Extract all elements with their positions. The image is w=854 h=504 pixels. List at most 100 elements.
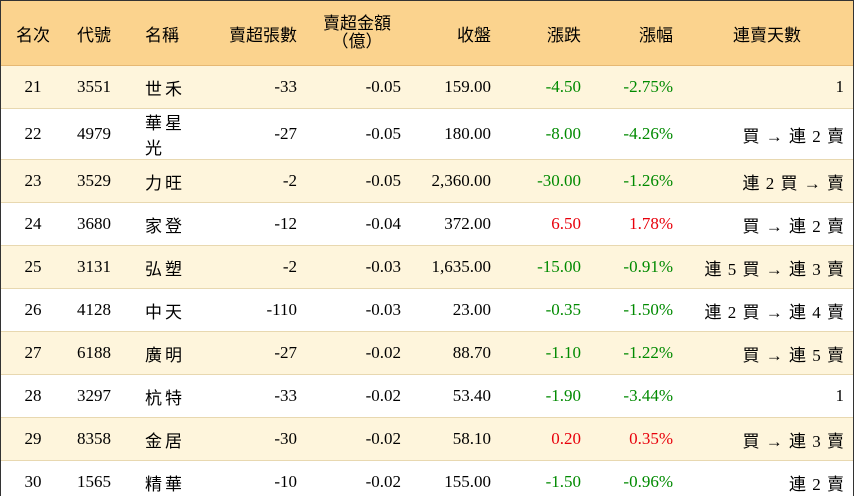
cell-streak: 1 xyxy=(681,65,853,109)
cell-streak: 連 2 賣 xyxy=(681,460,853,504)
cell-code: 3131 xyxy=(65,245,123,289)
cell-net-sell-lots: -30 xyxy=(205,417,305,461)
cell-close: 1,635.00 xyxy=(409,245,499,289)
cell-rank: 30 xyxy=(1,460,65,504)
cell-code: 3551 xyxy=(65,65,123,109)
cell-name: 廣明 xyxy=(123,331,205,375)
cell-net-sell-lots: -2 xyxy=(205,159,305,203)
cell-net-sell-lots: -27 xyxy=(205,108,305,160)
cell-streak: 買 → 連 2 賣 xyxy=(681,108,853,160)
cell-close: 159.00 xyxy=(409,65,499,109)
cell-rank: 29 xyxy=(1,417,65,461)
cell-net-sell-lots: -33 xyxy=(205,65,305,109)
cell-rank: 24 xyxy=(1,202,65,246)
cell-change-pct: -2.75% xyxy=(589,65,681,109)
header-close: 收盤 xyxy=(409,1,499,66)
cell-change-pct: 0.35% xyxy=(589,417,681,461)
table-row: 27 6188 廣明 -27 -0.02 88.70 -1.10 -1.22% 買 → 連 5 … xyxy=(1,331,853,375)
table-row: 25 3131 弘塑 -2 -0.03 1,635.00 -15.00 -0.91% 連 5 買… xyxy=(1,245,853,289)
cell-net-sell-lots: -10 xyxy=(205,460,305,504)
cell-streak: 連 5 買 → 連 3 賣 xyxy=(681,245,853,289)
cell-close: 155.00 xyxy=(409,460,499,504)
cell-code: 8358 xyxy=(65,417,123,461)
header-net-sell-amount-line1: 賣超金額 xyxy=(323,14,391,33)
table-body: 21 3551 世禾 -33 -0.05 159.00 -4.50 -2.75% 1 22 4979… xyxy=(1,65,853,504)
table-header-row: 名次 代號 名稱 賣超張數 賣超金額 （億） 收盤 漲跌 漲幅 連賣天數 xyxy=(1,1,853,66)
cell-change-pct: -3.44% xyxy=(589,374,681,418)
cell-name: 華星光 xyxy=(123,108,205,160)
cell-name: 金居 xyxy=(123,417,205,461)
cell-change-pct: 1.78% xyxy=(589,202,681,246)
header-net-sell-amount: 賣超金額 （億） xyxy=(305,1,409,66)
cell-change: -1.10 xyxy=(499,331,589,375)
header-rank: 名次 xyxy=(1,1,65,66)
cell-change: -4.50 xyxy=(499,65,589,109)
header-change: 漲跌 xyxy=(499,1,589,66)
cell-change: -15.00 xyxy=(499,245,589,289)
cell-net-sell-lots: -110 xyxy=(205,288,305,332)
cell-change-pct: -1.26% xyxy=(589,159,681,203)
header-name: 名稱 xyxy=(123,1,205,66)
cell-change-pct: -4.26% xyxy=(589,108,681,160)
cell-change: -8.00 xyxy=(499,108,589,160)
cell-net-sell-lots: -12 xyxy=(205,202,305,246)
cell-net-sell-amount: -0.05 xyxy=(305,159,409,203)
cell-close: 23.00 xyxy=(409,288,499,332)
cell-change-pct: -1.22% xyxy=(589,331,681,375)
header-streak: 連賣天數 xyxy=(681,1,853,66)
table-row: 23 3529 力旺 -2 -0.05 2,360.00 -30.00 -1.26% 連 2 買… xyxy=(1,159,853,203)
table-row: 29 8358 金居 -30 -0.02 58.10 0.20 0.35% 買 → 連 3 賣 xyxy=(1,417,853,461)
cell-rank: 25 xyxy=(1,245,65,289)
cell-streak: 連 2 買 → 連 4 賣 xyxy=(681,288,853,332)
cell-streak: 買 → 連 2 賣 xyxy=(681,202,853,246)
cell-net-sell-amount: -0.05 xyxy=(305,108,409,160)
table-row: 21 3551 世禾 -33 -0.05 159.00 -4.50 -2.75% 1 xyxy=(1,65,853,109)
cell-net-sell-amount: -0.02 xyxy=(305,460,409,504)
cell-change: 0.20 xyxy=(499,417,589,461)
cell-name: 力旺 xyxy=(123,159,205,203)
cell-rank: 26 xyxy=(1,288,65,332)
cell-rank: 21 xyxy=(1,65,65,109)
cell-rank: 27 xyxy=(1,331,65,375)
table-row: 26 4128 中天 -110 -0.03 23.00 -0.35 -1.50% 連 2 買 →… xyxy=(1,288,853,332)
table-row: 24 3680 家登 -12 -0.04 372.00 6.50 1.78% 買 → 連 2 賣 xyxy=(1,202,853,246)
cell-name: 弘塑 xyxy=(123,245,205,289)
cell-code: 3297 xyxy=(65,374,123,418)
cell-close: 53.40 xyxy=(409,374,499,418)
cell-change: -1.90 xyxy=(499,374,589,418)
cell-streak: 買 → 連 5 賣 xyxy=(681,331,853,375)
cell-change: -30.00 xyxy=(499,159,589,203)
cell-net-sell-amount: -0.03 xyxy=(305,288,409,332)
cell-name: 精華 xyxy=(123,460,205,504)
cell-change: -0.35 xyxy=(499,288,589,332)
table-row: 22 4979 華星光 -27 -0.05 180.00 -8.00 -4.26% 買 → 連 … xyxy=(1,108,853,160)
cell-close: 180.00 xyxy=(409,108,499,160)
cell-net-sell-amount: -0.02 xyxy=(305,374,409,418)
cell-name: 杭特 xyxy=(123,374,205,418)
cell-code: 1565 xyxy=(65,460,123,504)
cell-change: 6.50 xyxy=(499,202,589,246)
cell-net-sell-amount: -0.03 xyxy=(305,245,409,289)
cell-rank: 23 xyxy=(1,159,65,203)
cell-net-sell-lots: -2 xyxy=(205,245,305,289)
cell-change: -1.50 xyxy=(499,460,589,504)
cell-name: 中天 xyxy=(123,288,205,332)
cell-close: 88.70 xyxy=(409,331,499,375)
cell-net-sell-lots: -33 xyxy=(205,374,305,418)
header-net-sell-amount-line2: （億） xyxy=(331,32,383,51)
cell-change-pct: -0.96% xyxy=(589,460,681,504)
cell-code: 3680 xyxy=(65,202,123,246)
cell-rank: 22 xyxy=(1,108,65,160)
cell-close: 2,360.00 xyxy=(409,159,499,203)
cell-change-pct: -1.50% xyxy=(589,288,681,332)
cell-close: 58.10 xyxy=(409,417,499,461)
header-code: 代號 xyxy=(65,1,123,66)
cell-rank: 28 xyxy=(1,374,65,418)
cell-name: 世禾 xyxy=(123,65,205,109)
cell-streak: 1 xyxy=(681,374,853,418)
cell-streak: 連 2 買 → 賣 xyxy=(681,159,853,203)
table-row: 30 1565 精華 -10 -0.02 155.00 -1.50 -0.96% 連 2 賣 xyxy=(1,460,853,504)
cell-code: 4979 xyxy=(65,108,123,160)
